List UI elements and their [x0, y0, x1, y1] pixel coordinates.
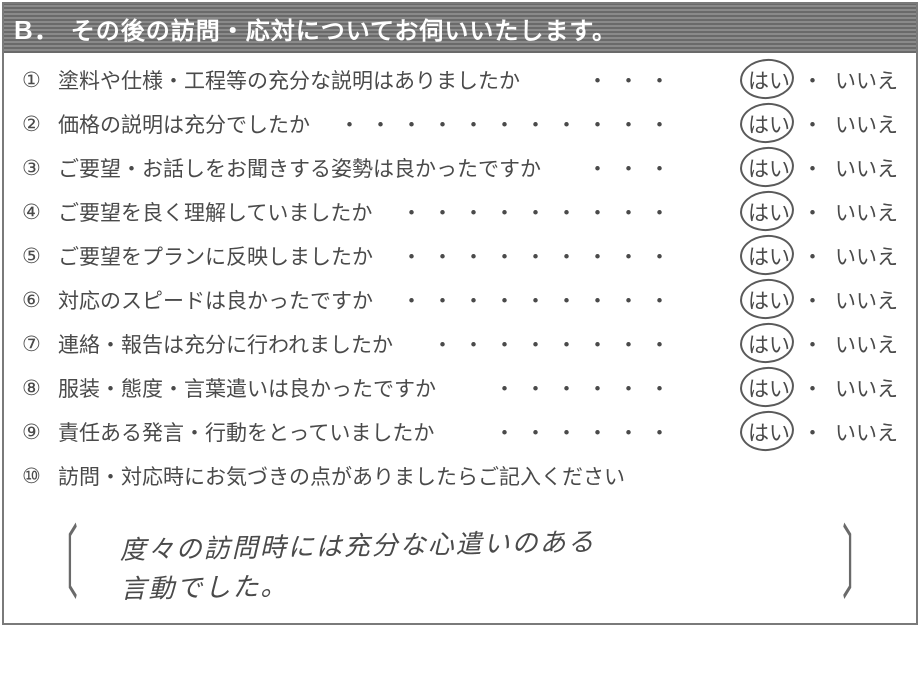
questions-list: ① 塗料や仕様・工程等の充分な説明はありましたか ・・・ はい ・ いいえ ② …: [4, 53, 916, 513]
answer-yes[interactable]: はい: [748, 417, 790, 447]
question-number: ⑤: [22, 244, 58, 269]
answer-no[interactable]: いいえ: [835, 417, 898, 447]
answer-no[interactable]: いいえ: [835, 197, 898, 227]
question-number: ③: [22, 156, 58, 181]
leader-dots: ・・・・・・・・・・・: [310, 109, 688, 139]
question-text: ご要望を良く理解していましたか: [58, 197, 372, 227]
question-row: ⑩ 訪問・対応時にお気づきの点がありましたらご記入ください: [22, 461, 898, 491]
question-text: ご要望・お話しをお聞きする姿勢は良かったですか: [58, 153, 541, 183]
leader-dots: ・・・・・・・・・: [373, 241, 688, 271]
leader-dots: ・・・: [541, 153, 688, 183]
handwritten-comment: 度々の訪問時には充分な心遣いのある 言動でした。: [109, 515, 810, 613]
question-text: 服装・態度・言葉遣いは良かったですか: [58, 373, 436, 403]
answer-group: はい ・ いいえ: [688, 241, 898, 271]
question-number: ⑩: [22, 464, 58, 489]
header-prefix: B．: [14, 10, 61, 47]
answer-separator: ・: [796, 373, 829, 403]
question-row: ⑦ 連絡・報告は充分に行われましたか ・・・・・・・・ はい ・ いいえ: [22, 329, 898, 359]
answer-group: はい ・ いいえ: [688, 417, 898, 447]
answer-separator: ・: [796, 285, 829, 315]
answer-group: はい ・ いいえ: [688, 285, 898, 315]
answer-no[interactable]: いいえ: [835, 109, 898, 139]
question-text: 塗料や仕様・工程等の充分な説明はありましたか: [58, 65, 520, 95]
answer-no[interactable]: いいえ: [835, 329, 898, 359]
answer-separator: ・: [796, 329, 829, 359]
answer-no[interactable]: いいえ: [835, 285, 898, 315]
section-header: B． その後の訪問・応対についてお伺いいたします。: [4, 4, 916, 53]
question-row: ② 価格の説明は充分でしたか ・・・・・・・・・・・ はい ・ いいえ: [22, 109, 898, 139]
answer-yes[interactable]: はい: [748, 241, 790, 271]
answer-no[interactable]: いいえ: [835, 241, 898, 271]
answer-yes[interactable]: はい: [748, 373, 790, 403]
leader-dots: ・・・: [520, 65, 688, 95]
bracket-left-icon: 〔: [46, 532, 78, 596]
answer-yes[interactable]: はい: [748, 109, 790, 139]
question-number: ⑧: [22, 376, 58, 401]
answer-yes[interactable]: はい: [748, 197, 790, 227]
answer-group: はい ・ いいえ: [688, 197, 898, 227]
comment-area: 〔 度々の訪問時には充分な心遣いのある 言動でした。 〕: [4, 513, 916, 623]
answer-group: はい ・ いいえ: [688, 373, 898, 403]
question-row: ⑨ 責任ある発言・行動をとっていましたか ・・・・・・ はい ・ いいえ: [22, 417, 898, 447]
answer-separator: ・: [796, 241, 829, 271]
question-text: 責任ある発言・行動をとっていましたか: [58, 417, 434, 447]
question-number: ①: [22, 68, 58, 93]
survey-container: B． その後の訪問・応対についてお伺いいたします。 ① 塗料や仕様・工程等の充分…: [2, 2, 918, 625]
question-row: ⑥ 対応のスピードは良かったですか ・・・・・・・・・ はい ・ いいえ: [22, 285, 898, 315]
answer-no[interactable]: いいえ: [835, 153, 898, 183]
question-number: ②: [22, 112, 58, 137]
answer-separator: ・: [796, 417, 829, 447]
answer-group: はい ・ いいえ: [688, 109, 898, 139]
answer-separator: ・: [796, 109, 829, 139]
answer-no[interactable]: いいえ: [835, 65, 898, 95]
answer-yes[interactable]: はい: [748, 329, 790, 359]
answer-yes[interactable]: はい: [748, 65, 790, 95]
answer-no[interactable]: いいえ: [835, 373, 898, 403]
question-number: ④: [22, 200, 58, 225]
answer-group: はい ・ いいえ: [688, 65, 898, 95]
question-text: ご要望をプランに反映しましたか: [58, 241, 373, 271]
leader-dots: ・・・・・・・・・: [373, 285, 688, 315]
answer-group: はい ・ いいえ: [688, 329, 898, 359]
question-row: ⑧ 服装・態度・言葉遣いは良かったですか ・・・・・・ はい ・ いいえ: [22, 373, 898, 403]
answer-yes[interactable]: はい: [748, 153, 790, 183]
question-text: 対応のスピードは良かったですか: [58, 285, 373, 315]
leader-dots: ・・・・・・・・・: [372, 197, 688, 227]
answer-separator: ・: [796, 65, 829, 95]
answer-separator: ・: [796, 153, 829, 183]
question-row: ⑤ ご要望をプランに反映しましたか ・・・・・・・・・ はい ・ いいえ: [22, 241, 898, 271]
leader-dots: ・・・・・・・・: [393, 329, 688, 359]
bracket-right-icon: 〕: [842, 532, 874, 596]
question-text: 連絡・報告は充分に行われましたか: [58, 329, 393, 359]
leader-dots: ・・・・・・: [436, 373, 688, 403]
question-row: ④ ご要望を良く理解していましたか ・・・・・・・・・ はい ・ いいえ: [22, 197, 898, 227]
leader-dots: ・・・・・・: [434, 417, 688, 447]
question-number: ⑨: [22, 420, 58, 445]
header-title: その後の訪問・応対についてお伺いいたします。: [71, 11, 617, 46]
question-number: ⑥: [22, 288, 58, 313]
answer-yes[interactable]: はい: [748, 285, 790, 315]
question-text: 訪問・対応時にお気づきの点がありましたらご記入ください: [58, 461, 625, 491]
answer-group: はい ・ いいえ: [688, 153, 898, 183]
question-text: 価格の説明は充分でしたか: [58, 109, 310, 139]
question-number: ⑦: [22, 332, 58, 357]
answer-separator: ・: [796, 197, 829, 227]
question-row: ① 塗料や仕様・工程等の充分な説明はありましたか ・・・ はい ・ いいえ: [22, 65, 898, 95]
question-row: ③ ご要望・お話しをお聞きする姿勢は良かったですか ・・・ はい ・ いいえ: [22, 153, 898, 183]
